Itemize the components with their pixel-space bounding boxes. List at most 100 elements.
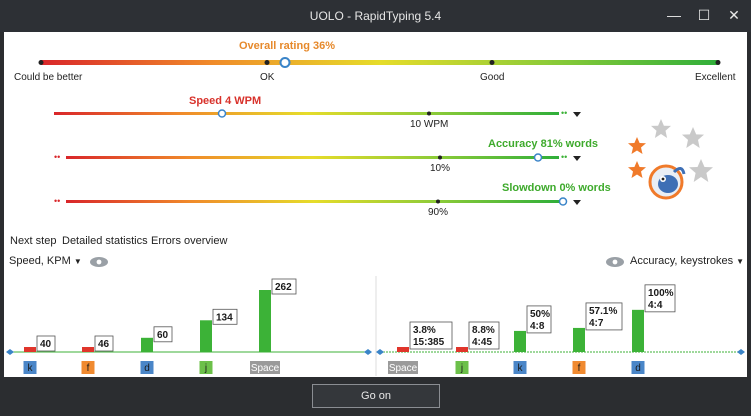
tab-errors-overview[interactable]: Errors overview — [151, 235, 228, 247]
svg-text:••: •• — [54, 196, 60, 206]
slowdown-bar — [66, 200, 561, 203]
star-icon-filled-2 — [628, 161, 646, 178]
minimize-button[interactable]: — — [667, 7, 681, 23]
title-bar: UOLO - RapidTyping 5.4 — ☐ ✕ — [0, 0, 751, 32]
accuracy-dropdown-arrow[interactable] — [573, 156, 581, 161]
accuracy-left-handle[interactable] — [376, 349, 384, 355]
go-on-button[interactable]: Go on — [312, 384, 440, 408]
rating-dot-ok — [264, 60, 270, 65]
speed-bar-j — [200, 320, 212, 352]
accuracy-label-box-space — [409, 321, 453, 350]
speed-key-space — [250, 361, 280, 374]
accuracy-bar-d — [632, 309, 644, 352]
speed-label-box-space — [271, 278, 297, 295]
speed-key-label-space: Space — [251, 363, 280, 374]
speed-bar-k — [24, 347, 36, 352]
speed-data-label-d-0: 60 — [157, 330, 169, 341]
speed-key-j — [199, 361, 213, 374]
speed-key-d — [140, 361, 154, 374]
accuracy-label-box-d — [644, 284, 676, 313]
accuracy-key-label-f: f — [578, 363, 581, 374]
speed-right-handle[interactable] — [364, 349, 372, 355]
accuracy-data-label-f-0: 57.1% — [589, 306, 617, 317]
svg-text:••: •• — [54, 152, 60, 162]
speed-kpm-label: Speed, KPM — [9, 255, 71, 267]
speed-data-label-space-0: 262 — [275, 282, 292, 293]
rating-dot-could-be-better — [38, 60, 44, 65]
speed-left-handle[interactable] — [6, 349, 14, 355]
tab-next-step[interactable]: Next step — [10, 235, 57, 247]
speed-data-label-k-0: 40 — [40, 339, 52, 350]
scale-label-excellent: Excellent — [695, 72, 736, 83]
maximize-button[interactable]: ☐ — [697, 7, 711, 23]
overall-rating-marker — [279, 57, 291, 68]
accuracy-label-box-k — [526, 305, 552, 334]
speed-key-k — [23, 361, 37, 374]
speed-data-label-f-0: 46 — [98, 339, 110, 350]
accuracy-bar-j — [456, 347, 468, 352]
speed-key-label-d: d — [144, 363, 150, 374]
accuracy-data-label-f-1: 4:7 — [589, 318, 604, 329]
speed-label-box-k — [36, 335, 56, 352]
rating-dot-excellent — [715, 60, 721, 65]
speed-key-label-f: f — [87, 363, 90, 374]
slowdown-dropdown-arrow[interactable] — [573, 200, 581, 205]
slowdown-marker — [558, 197, 568, 206]
accuracy-key-d — [631, 361, 645, 374]
speed-key-f — [81, 361, 95, 374]
star-icon-empty-2 — [682, 127, 704, 148]
accuracy-data-label-space-1: 15:385 — [413, 337, 445, 348]
bottom-bar: Go on — [0, 377, 751, 416]
accuracy-bar-k — [514, 330, 526, 352]
speed-title: Speed 4 WPM — [189, 95, 262, 107]
chevron-down-icon-right: ▼ — [736, 257, 745, 266]
rating-dot-good — [489, 60, 495, 65]
scale-label-could-be-better: Could be better — [14, 72, 83, 83]
accuracy-label-box-f — [585, 302, 623, 331]
speed-kpm-selector[interactable]: Speed, KPM ▼ — [9, 255, 82, 267]
star-icon-empty-3 — [689, 159, 713, 182]
eye-icon-right[interactable] — [604, 256, 626, 268]
speed-marker — [217, 109, 227, 118]
accuracy-data-label-k-0: 50% — [530, 309, 550, 320]
accuracy-right-handle[interactable] — [737, 349, 745, 355]
slowdown-title: Slowdown 0% words — [502, 182, 611, 194]
accuracy-keystrokes-selector[interactable]: Accuracy, keystrokes ▼ — [630, 255, 744, 267]
accuracy-data-label-j-0: 8.8% — [472, 325, 495, 336]
accuracy-key-label-d: d — [635, 363, 641, 374]
accuracy-data-label-j-1: 4:45 — [472, 337, 492, 348]
star-icon-empty-1 — [651, 119, 671, 138]
star-icon-filled-1 — [628, 137, 646, 154]
accuracy-marker — [533, 153, 543, 162]
accuracy-keystrokes-label: Accuracy, keystrokes — [630, 255, 734, 267]
rapidtyping-mascot-icon — [648, 164, 686, 200]
ratings-graphics: •• •• •• •• — [38, 57, 721, 206]
close-button[interactable]: ✕ — [728, 7, 740, 23]
speed-bar — [54, 112, 559, 115]
speed-tick-label: 10 WPM — [410, 119, 449, 130]
speed-key-label-k: k — [28, 363, 34, 374]
accuracy-tick-label: 10% — [430, 163, 451, 174]
accuracy-title: Accuracy 81% words — [488, 138, 599, 150]
accuracy-key-label-space: Space — [389, 363, 418, 374]
speed-label-box-d — [153, 326, 173, 343]
speed-label-box-j — [212, 308, 238, 325]
keys-charts: k 40 f 46 d 60 j 134 Space 262 Space 3.8%15:385 j 8.8… — [6, 276, 745, 376]
accuracy-data-label-space-0: 3.8% — [413, 325, 436, 336]
overall-rating-title: Overall rating 36% — [239, 40, 335, 52]
speed-dropdown-arrow[interactable] — [573, 112, 581, 117]
eye-icon[interactable] — [88, 256, 110, 268]
scale-label-good: Good — [480, 72, 505, 83]
speed-bar-d — [141, 337, 153, 352]
speed-bar-f — [82, 347, 94, 352]
tab-detailed-statistics[interactable]: Detailed statistics — [62, 235, 148, 247]
accuracy-key-label-k: k — [518, 363, 524, 374]
accuracy-key-space — [388, 361, 418, 374]
accuracy-bar-f — [573, 327, 585, 352]
accuracy-key-f — [572, 361, 586, 374]
speed-bar-space — [259, 290, 271, 352]
accuracy-bar-space — [397, 347, 409, 352]
speed-label-box-f — [94, 335, 114, 352]
accuracy-data-label-d-1: 4:4 — [648, 300, 663, 311]
overall-rating-bar — [40, 60, 720, 65]
